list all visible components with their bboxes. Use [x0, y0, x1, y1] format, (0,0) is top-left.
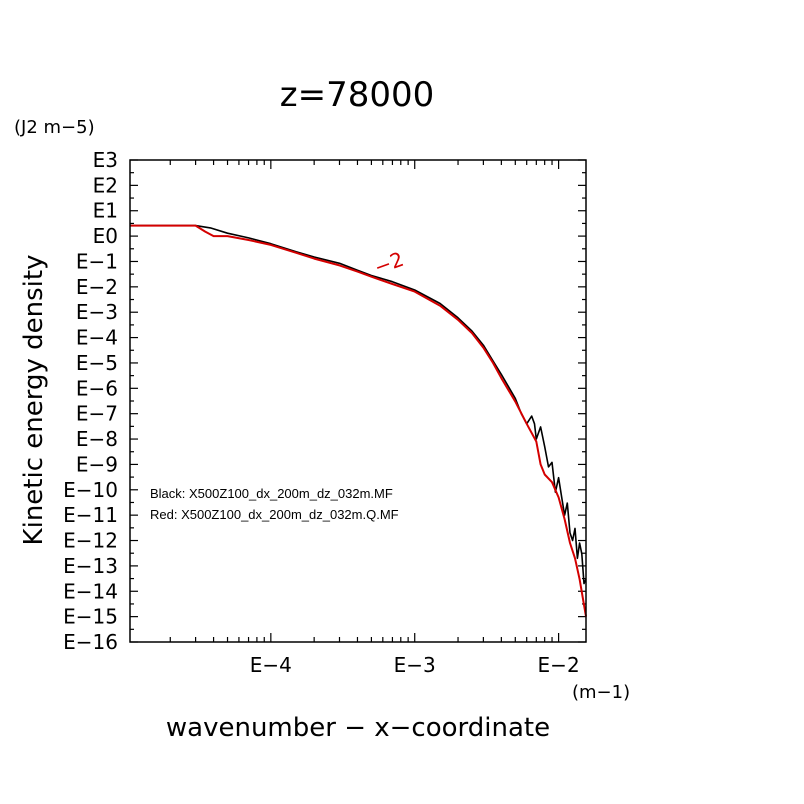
tick-labels: E3E2E1E0E−1E−2E−3E−4E−5E−6E−7E−8E−9E−10E… — [63, 148, 580, 677]
y-tick-label: E−1 — [76, 249, 118, 273]
legend: Black: X500Z100_dx_200m_dz_032m.MF Red: … — [150, 486, 399, 522]
y-tick-label: E−12 — [63, 529, 118, 553]
x-axis-label: wavenumber − x−coordinate — [166, 713, 550, 743]
plot-frame — [129, 159, 587, 643]
series-line-red — [130, 224, 587, 617]
y-tick-label: E−8 — [76, 427, 118, 451]
y-tick-label: E−5 — [76, 351, 118, 375]
y-tick-label: E−10 — [63, 478, 118, 502]
legend-entry-black: Black: X500Z100_dx_200m_dz_032m.MF — [150, 486, 393, 501]
chart-title: z=78000 — [280, 75, 435, 115]
y-tick-label: E0 — [93, 224, 118, 248]
y-tick-label: E−4 — [76, 326, 118, 350]
y-tick-label: E−3 — [76, 300, 118, 324]
x-tick-label: E−4 — [250, 653, 292, 677]
x-tick-label: E−2 — [538, 653, 580, 677]
y-tick-label: E−2 — [76, 275, 118, 299]
y-tick-label: E−9 — [76, 452, 118, 476]
y-tick-label: E3 — [93, 148, 118, 172]
y-tick-label: E−13 — [63, 554, 118, 578]
y-tick-label: E−6 — [76, 376, 118, 400]
y-tick-label: E−15 — [63, 605, 118, 629]
slope-annotation: −2 — [371, 247, 407, 280]
y-tick-label: E−11 — [63, 503, 118, 527]
y-tick-label: E1 — [93, 199, 118, 223]
legend-entry-red: Red: X500Z100_dx_200m_dz_032m.Q.MF — [150, 507, 399, 522]
annotations: −2 — [371, 247, 407, 280]
y-axis-label: Kinetic energy density — [19, 255, 49, 546]
axis-ticks — [130, 159, 586, 643]
y-axis-unit: (J2 m−5) — [14, 117, 95, 138]
y-tick-label: E−14 — [63, 579, 118, 603]
y-tick-label: E−16 — [63, 630, 118, 654]
series-group — [130, 224, 587, 617]
x-axis-unit: (m−1) — [572, 682, 630, 703]
y-tick-label: E−7 — [76, 402, 118, 426]
x-tick-label: E−3 — [394, 653, 436, 677]
y-tick-label: E2 — [93, 173, 118, 197]
